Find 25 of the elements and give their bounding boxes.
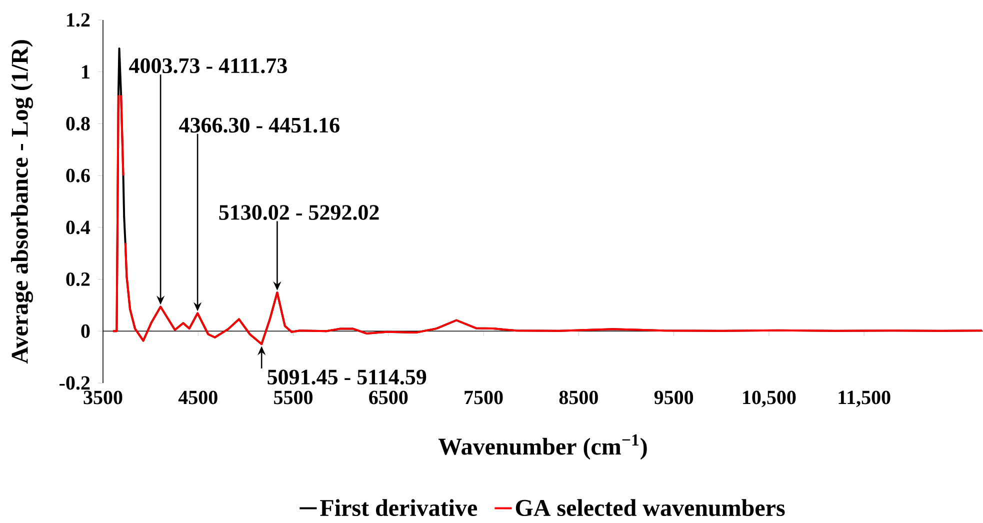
y-tick-label: 0 [81, 324, 90, 338]
legend-label: First derivative [320, 499, 478, 516]
y-tick-label: -0.2 [60, 376, 90, 390]
x-tick-label: 6500 [369, 390, 408, 404]
x-tick-label: 9500 [654, 390, 694, 404]
x-tick-label: 7500 [464, 390, 503, 404]
x-tick-label: 8500 [559, 390, 598, 404]
annotation: 5130.02 - 5292.02 [219, 205, 379, 220]
annotation: 5091.45 - 5114.59 [268, 370, 426, 385]
y-tick-label: 0.8 [66, 116, 90, 131]
x-tick-label: 3500 [84, 390, 122, 404]
y-tick-label: 1 [82, 65, 90, 78]
annotation: 4003.73 - 4111.73 [129, 58, 287, 74]
y-tick-label: 1.2 [67, 13, 90, 27]
x-tick-label: 5500 [274, 390, 313, 404]
annotation: 4366.30 - 4451.16 [179, 118, 340, 133]
x-tick-label: 4500 [178, 390, 218, 404]
y-axis-title: Average absorbance - Log (1/R) [11, 40, 33, 364]
y-tick-label: 0.6 [66, 168, 90, 182]
x-tick-label: 11,500 [838, 390, 890, 408]
x-axis-title: Wavenumber (cm$^{−1}$) [438, 434, 647, 460]
legend-label: GA selected wavenumbers [516, 499, 785, 516]
x-tick-label: 10,500 [743, 390, 796, 408]
y-tick-label: 0.4 [66, 220, 90, 234]
y-tick-label: 0.2 [66, 272, 90, 286]
